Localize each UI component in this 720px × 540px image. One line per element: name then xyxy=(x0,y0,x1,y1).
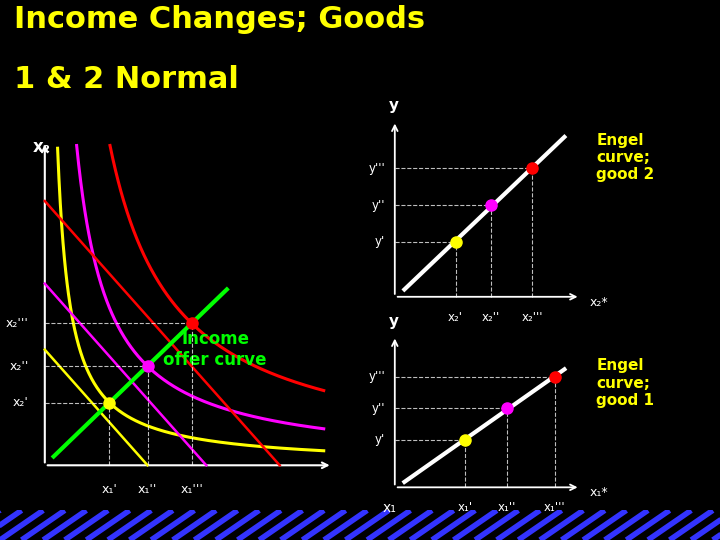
Text: Income
offer curve: Income offer curve xyxy=(163,330,267,369)
Text: y: y xyxy=(388,98,398,113)
Text: x₂': x₂' xyxy=(448,310,463,324)
Text: x₁''': x₁''' xyxy=(544,501,566,514)
Text: y'': y'' xyxy=(372,402,385,415)
Text: x₁'': x₁'' xyxy=(138,483,157,496)
Text: y''': y''' xyxy=(369,370,385,383)
Text: x₁': x₁' xyxy=(102,483,117,496)
Text: x₁'': x₁'' xyxy=(498,501,516,514)
Text: x₂': x₂' xyxy=(13,396,29,409)
Text: x₁: x₁ xyxy=(383,501,397,515)
Text: Income Changes; Goods: Income Changes; Goods xyxy=(14,5,426,35)
Text: Engel
curve;
good 2: Engel curve; good 2 xyxy=(596,132,654,183)
Text: x₁*: x₁* xyxy=(590,485,608,498)
Text: x₂: x₂ xyxy=(33,138,51,156)
Text: y'': y'' xyxy=(372,199,385,212)
Text: y': y' xyxy=(375,235,385,248)
Text: x₂*: x₂* xyxy=(590,296,608,309)
Text: y''': y''' xyxy=(369,162,385,175)
Text: x₂'': x₂'' xyxy=(482,310,500,324)
Text: x₂''': x₂''' xyxy=(6,317,29,330)
Text: y: y xyxy=(388,314,398,329)
Text: x₂''': x₂''' xyxy=(522,310,543,324)
Text: x₁': x₁' xyxy=(458,501,473,514)
Text: y': y' xyxy=(375,434,385,447)
Text: Engel
curve;
good 1: Engel curve; good 1 xyxy=(596,358,654,408)
Text: x₂'': x₂'' xyxy=(9,360,29,373)
Text: x₁''': x₁''' xyxy=(180,483,203,496)
Text: 1 & 2 Normal: 1 & 2 Normal xyxy=(14,65,239,94)
